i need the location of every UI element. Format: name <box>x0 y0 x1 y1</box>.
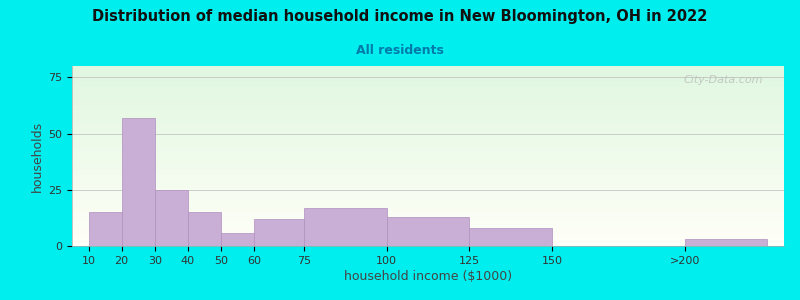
Bar <box>89 212 122 246</box>
X-axis label: household income ($1000): household income ($1000) <box>344 270 512 283</box>
Bar <box>122 118 154 246</box>
Bar <box>304 208 386 246</box>
Bar <box>470 228 552 246</box>
Bar <box>154 190 188 246</box>
Bar <box>221 232 254 246</box>
Text: Distribution of median household income in New Bloomington, OH in 2022: Distribution of median household income … <box>92 9 708 24</box>
Y-axis label: households: households <box>31 120 44 192</box>
Bar <box>386 217 470 246</box>
Bar <box>685 239 767 246</box>
Bar <box>188 212 221 246</box>
Text: City-Data.com: City-Data.com <box>683 75 762 85</box>
Text: All residents: All residents <box>356 44 444 56</box>
Bar <box>254 219 304 246</box>
